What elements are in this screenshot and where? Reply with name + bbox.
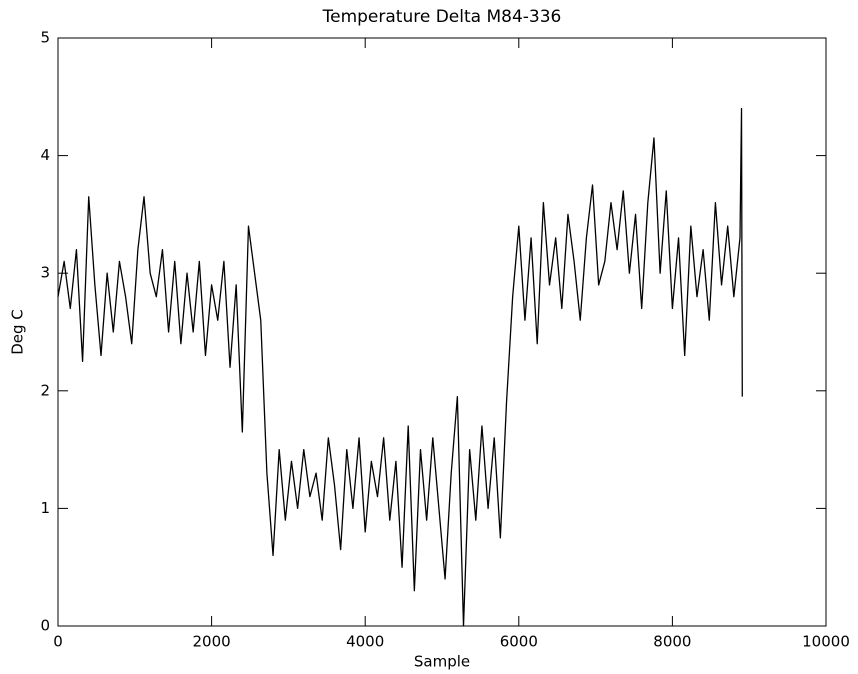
x-tick-label: 10000 [802,633,850,651]
x-tick-label: 0 [53,633,63,651]
x-tick-label: 2000 [193,633,231,651]
y-tick-label: 0 [40,617,50,635]
y-tick-label: 5 [40,29,50,47]
x-tick-label: 4000 [346,633,384,651]
x-axis-label: Sample [414,653,470,671]
chart-title: Temperature Delta M84-336 [322,7,562,27]
data-line [57,107,743,627]
y-tick-label: 4 [40,146,50,164]
y-tick-label: 2 [40,381,50,399]
x-tick-label: 8000 [653,633,691,651]
x-tick-label: 6000 [500,633,538,651]
y-tick-label: 3 [40,264,50,282]
plot-frame [57,37,827,627]
y-tick-label: 1 [40,499,50,517]
y-axis-label: Deg C [9,309,27,355]
